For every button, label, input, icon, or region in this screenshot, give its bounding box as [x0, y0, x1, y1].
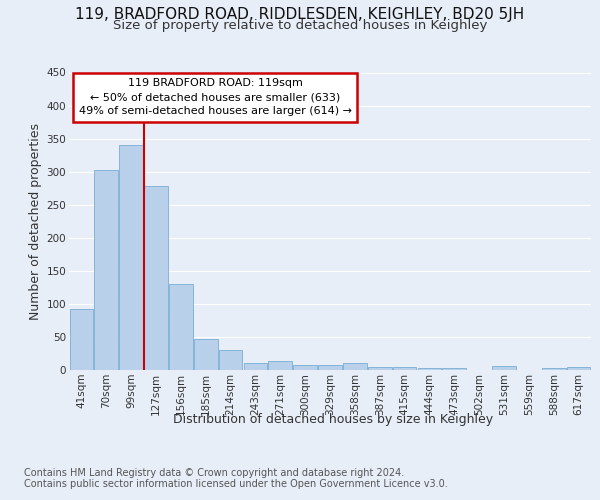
Bar — [219, 350, 242, 370]
Bar — [144, 186, 168, 370]
Bar — [418, 368, 441, 370]
Bar — [244, 364, 267, 370]
Text: Size of property relative to detached houses in Keighley: Size of property relative to detached ho… — [113, 19, 487, 32]
Text: 119, BRADFORD ROAD, RIDDLESDEN, KEIGHLEY, BD20 5JH: 119, BRADFORD ROAD, RIDDLESDEN, KEIGHLEY… — [76, 8, 524, 22]
Bar — [318, 366, 342, 370]
Bar — [393, 368, 416, 370]
Bar — [492, 366, 516, 370]
Text: Contains public sector information licensed under the Open Government Licence v3: Contains public sector information licen… — [24, 479, 448, 489]
Bar — [94, 170, 118, 370]
Text: Distribution of detached houses by size in Keighley: Distribution of detached houses by size … — [173, 412, 493, 426]
Bar — [268, 362, 292, 370]
Bar — [119, 144, 143, 370]
Bar — [70, 308, 93, 370]
Bar — [293, 364, 317, 370]
Bar — [343, 364, 367, 370]
Bar — [194, 339, 218, 370]
Text: 119 BRADFORD ROAD: 119sqm
← 50% of detached houses are smaller (633)
49% of semi: 119 BRADFORD ROAD: 119sqm ← 50% of detac… — [79, 78, 352, 116]
Bar — [542, 368, 566, 370]
Bar — [442, 368, 466, 370]
Bar — [169, 284, 193, 370]
Y-axis label: Number of detached properties: Number of detached properties — [29, 122, 43, 320]
Text: Contains HM Land Registry data © Crown copyright and database right 2024.: Contains HM Land Registry data © Crown c… — [24, 468, 404, 477]
Bar — [368, 366, 392, 370]
Bar — [567, 366, 590, 370]
